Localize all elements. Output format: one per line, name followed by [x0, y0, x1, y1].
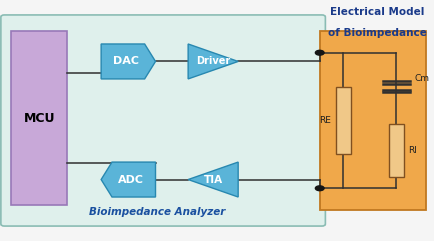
Text: Driver: Driver — [196, 56, 230, 67]
Text: of Bioimpedance: of Bioimpedance — [327, 28, 426, 38]
Circle shape — [315, 186, 323, 191]
Text: Bioimpedance Analyzer: Bioimpedance Analyzer — [89, 207, 224, 217]
FancyBboxPatch shape — [1, 15, 325, 226]
Bar — [388, 124, 403, 177]
FancyBboxPatch shape — [11, 31, 67, 205]
Polygon shape — [101, 162, 155, 197]
Text: RI: RI — [407, 146, 416, 155]
Circle shape — [315, 50, 323, 55]
Text: Cm: Cm — [414, 74, 429, 83]
Polygon shape — [187, 162, 238, 197]
Text: TIA: TIA — [203, 174, 222, 185]
Polygon shape — [101, 44, 155, 79]
Polygon shape — [187, 44, 238, 79]
Bar — [335, 87, 350, 154]
Text: MCU: MCU — [23, 112, 55, 125]
Text: Electrical Model: Electrical Model — [330, 7, 424, 17]
Text: ADC: ADC — [118, 174, 144, 185]
FancyBboxPatch shape — [319, 31, 425, 210]
Text: RE: RE — [318, 116, 330, 125]
Text: DAC: DAC — [112, 56, 138, 67]
